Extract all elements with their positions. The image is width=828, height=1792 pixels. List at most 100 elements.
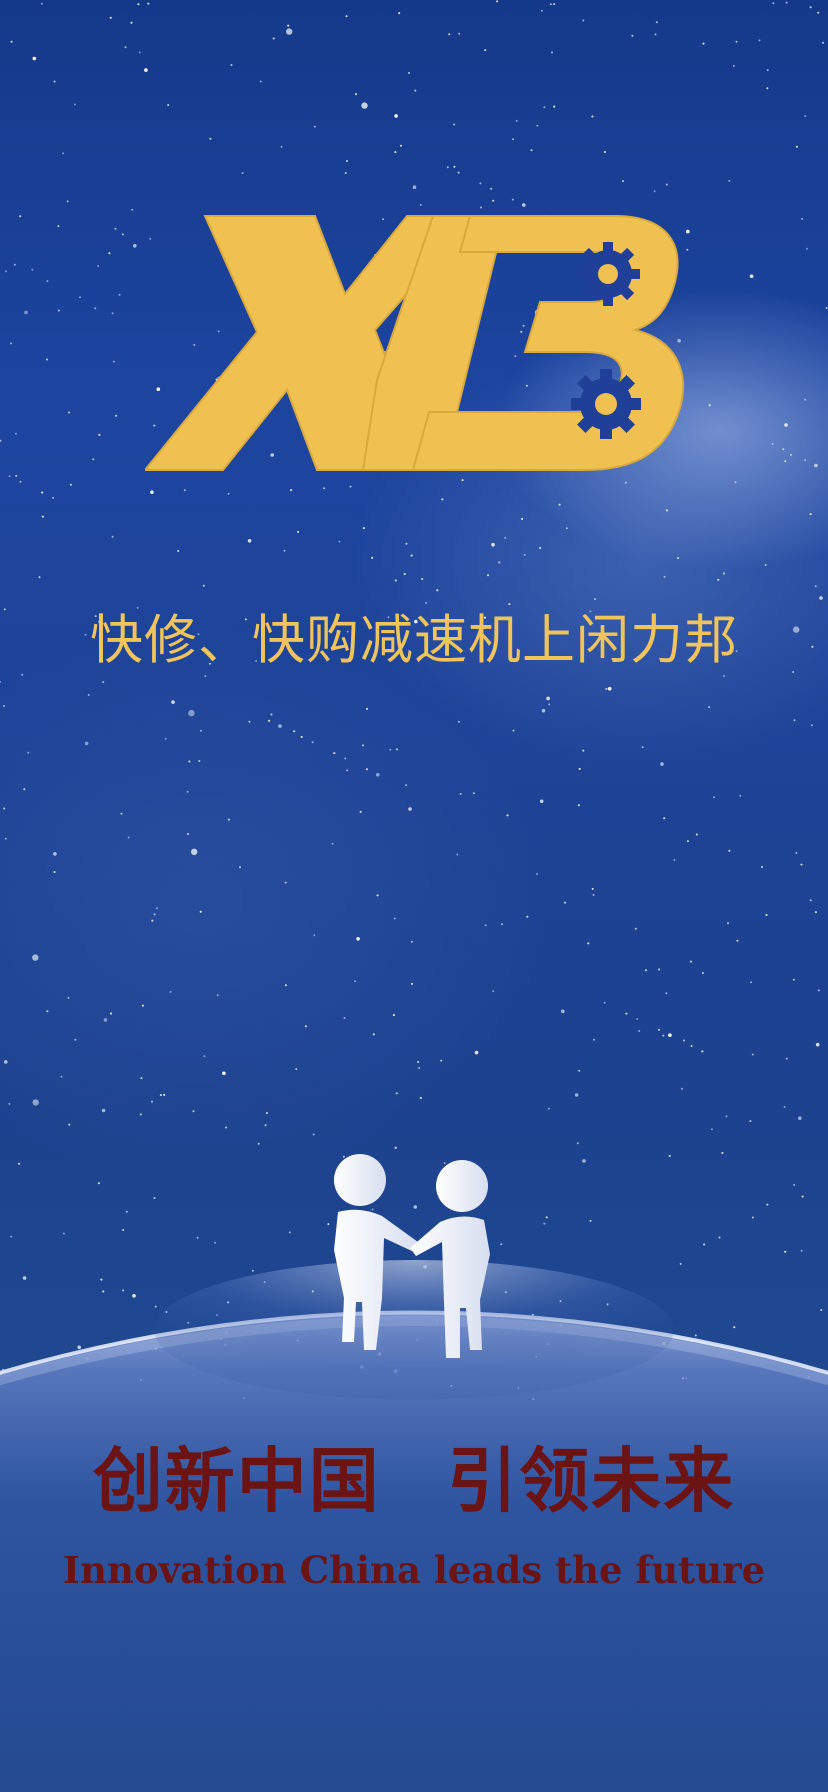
star bbox=[725, 1115, 728, 1118]
star bbox=[457, 720, 460, 723]
star bbox=[371, 556, 374, 559]
star bbox=[461, 479, 464, 482]
star bbox=[398, 12, 401, 15]
star bbox=[13, 263, 16, 266]
star bbox=[564, 901, 566, 904]
star bbox=[459, 793, 462, 795]
star bbox=[622, 180, 624, 183]
star bbox=[79, 296, 81, 299]
star bbox=[137, 3, 140, 6]
star bbox=[804, 398, 807, 401]
star bbox=[710, 1128, 713, 1131]
star bbox=[512, 138, 514, 141]
star bbox=[574, 1093, 579, 1097]
star bbox=[817, 989, 820, 992]
star bbox=[0, 439, 2, 442]
star bbox=[3, 807, 6, 810]
star bbox=[736, 939, 739, 942]
star bbox=[188, 760, 191, 763]
star bbox=[536, 124, 539, 127]
star bbox=[419, 203, 422, 206]
star bbox=[52, 496, 55, 499]
star bbox=[594, 598, 596, 601]
star bbox=[783, 1106, 786, 1108]
star bbox=[522, 324, 525, 327]
star bbox=[15, 474, 18, 477]
star bbox=[506, 814, 509, 817]
star bbox=[156, 387, 161, 392]
tagline-english: Innovation China leads the future bbox=[62, 1548, 766, 1592]
star bbox=[793, 719, 796, 722]
star bbox=[663, 575, 666, 578]
star bbox=[561, 1009, 565, 1014]
star bbox=[164, 737, 167, 740]
star bbox=[591, 887, 594, 890]
star bbox=[814, 911, 817, 914]
star bbox=[795, 851, 798, 854]
star bbox=[10, 40, 13, 43]
star bbox=[98, 433, 101, 436]
star bbox=[204, 675, 207, 678]
star bbox=[278, 724, 282, 728]
star bbox=[118, 293, 121, 296]
star bbox=[766, 87, 769, 90]
star bbox=[658, 968, 661, 971]
star bbox=[543, 1222, 546, 1225]
star bbox=[591, 115, 594, 118]
star bbox=[751, 1216, 754, 1219]
star bbox=[520, 330, 523, 333]
star bbox=[312, 1133, 315, 1136]
star bbox=[21, 673, 24, 676]
star bbox=[68, 1123, 71, 1126]
star bbox=[131, 208, 134, 211]
star bbox=[8, 1102, 11, 1105]
star bbox=[631, 34, 634, 37]
star bbox=[102, 681, 105, 684]
star bbox=[362, 527, 365, 530]
star bbox=[283, 549, 286, 552]
star bbox=[395, 1092, 398, 1095]
star bbox=[792, 978, 795, 981]
star bbox=[111, 535, 114, 538]
star bbox=[343, 1017, 346, 1019]
star bbox=[68, 411, 70, 414]
star bbox=[441, 498, 444, 501]
star bbox=[728, 179, 731, 182]
star bbox=[144, 68, 148, 72]
star bbox=[32, 954, 39, 961]
star bbox=[425, 601, 428, 604]
star bbox=[749, 274, 754, 279]
star bbox=[817, 11, 820, 14]
star bbox=[440, 1059, 443, 1062]
star bbox=[387, 616, 390, 619]
star bbox=[417, 1061, 420, 1063]
star bbox=[690, 1045, 693, 1047]
star bbox=[151, 1100, 153, 1103]
star bbox=[686, 248, 689, 251]
star bbox=[265, 1112, 268, 1114]
star bbox=[121, 233, 124, 236]
star bbox=[436, 589, 439, 592]
star bbox=[342, 1155, 345, 1158]
star bbox=[151, 919, 154, 922]
star bbox=[800, 863, 803, 866]
star bbox=[3, 608, 6, 611]
star bbox=[392, 1014, 395, 1017]
star bbox=[735, 650, 738, 653]
star bbox=[634, 927, 637, 930]
star bbox=[410, 940, 413, 943]
star bbox=[248, 720, 251, 723]
star bbox=[521, 517, 523, 520]
star bbox=[87, 694, 90, 696]
star bbox=[565, 527, 568, 530]
star bbox=[694, 1334, 697, 1337]
star bbox=[638, 1030, 641, 1032]
star bbox=[40, 2, 43, 5]
star bbox=[14, 432, 17, 435]
star bbox=[32, 56, 37, 61]
star bbox=[53, 852, 57, 856]
star bbox=[31, 268, 34, 271]
star bbox=[764, 564, 767, 566]
star bbox=[251, 1269, 254, 1272]
